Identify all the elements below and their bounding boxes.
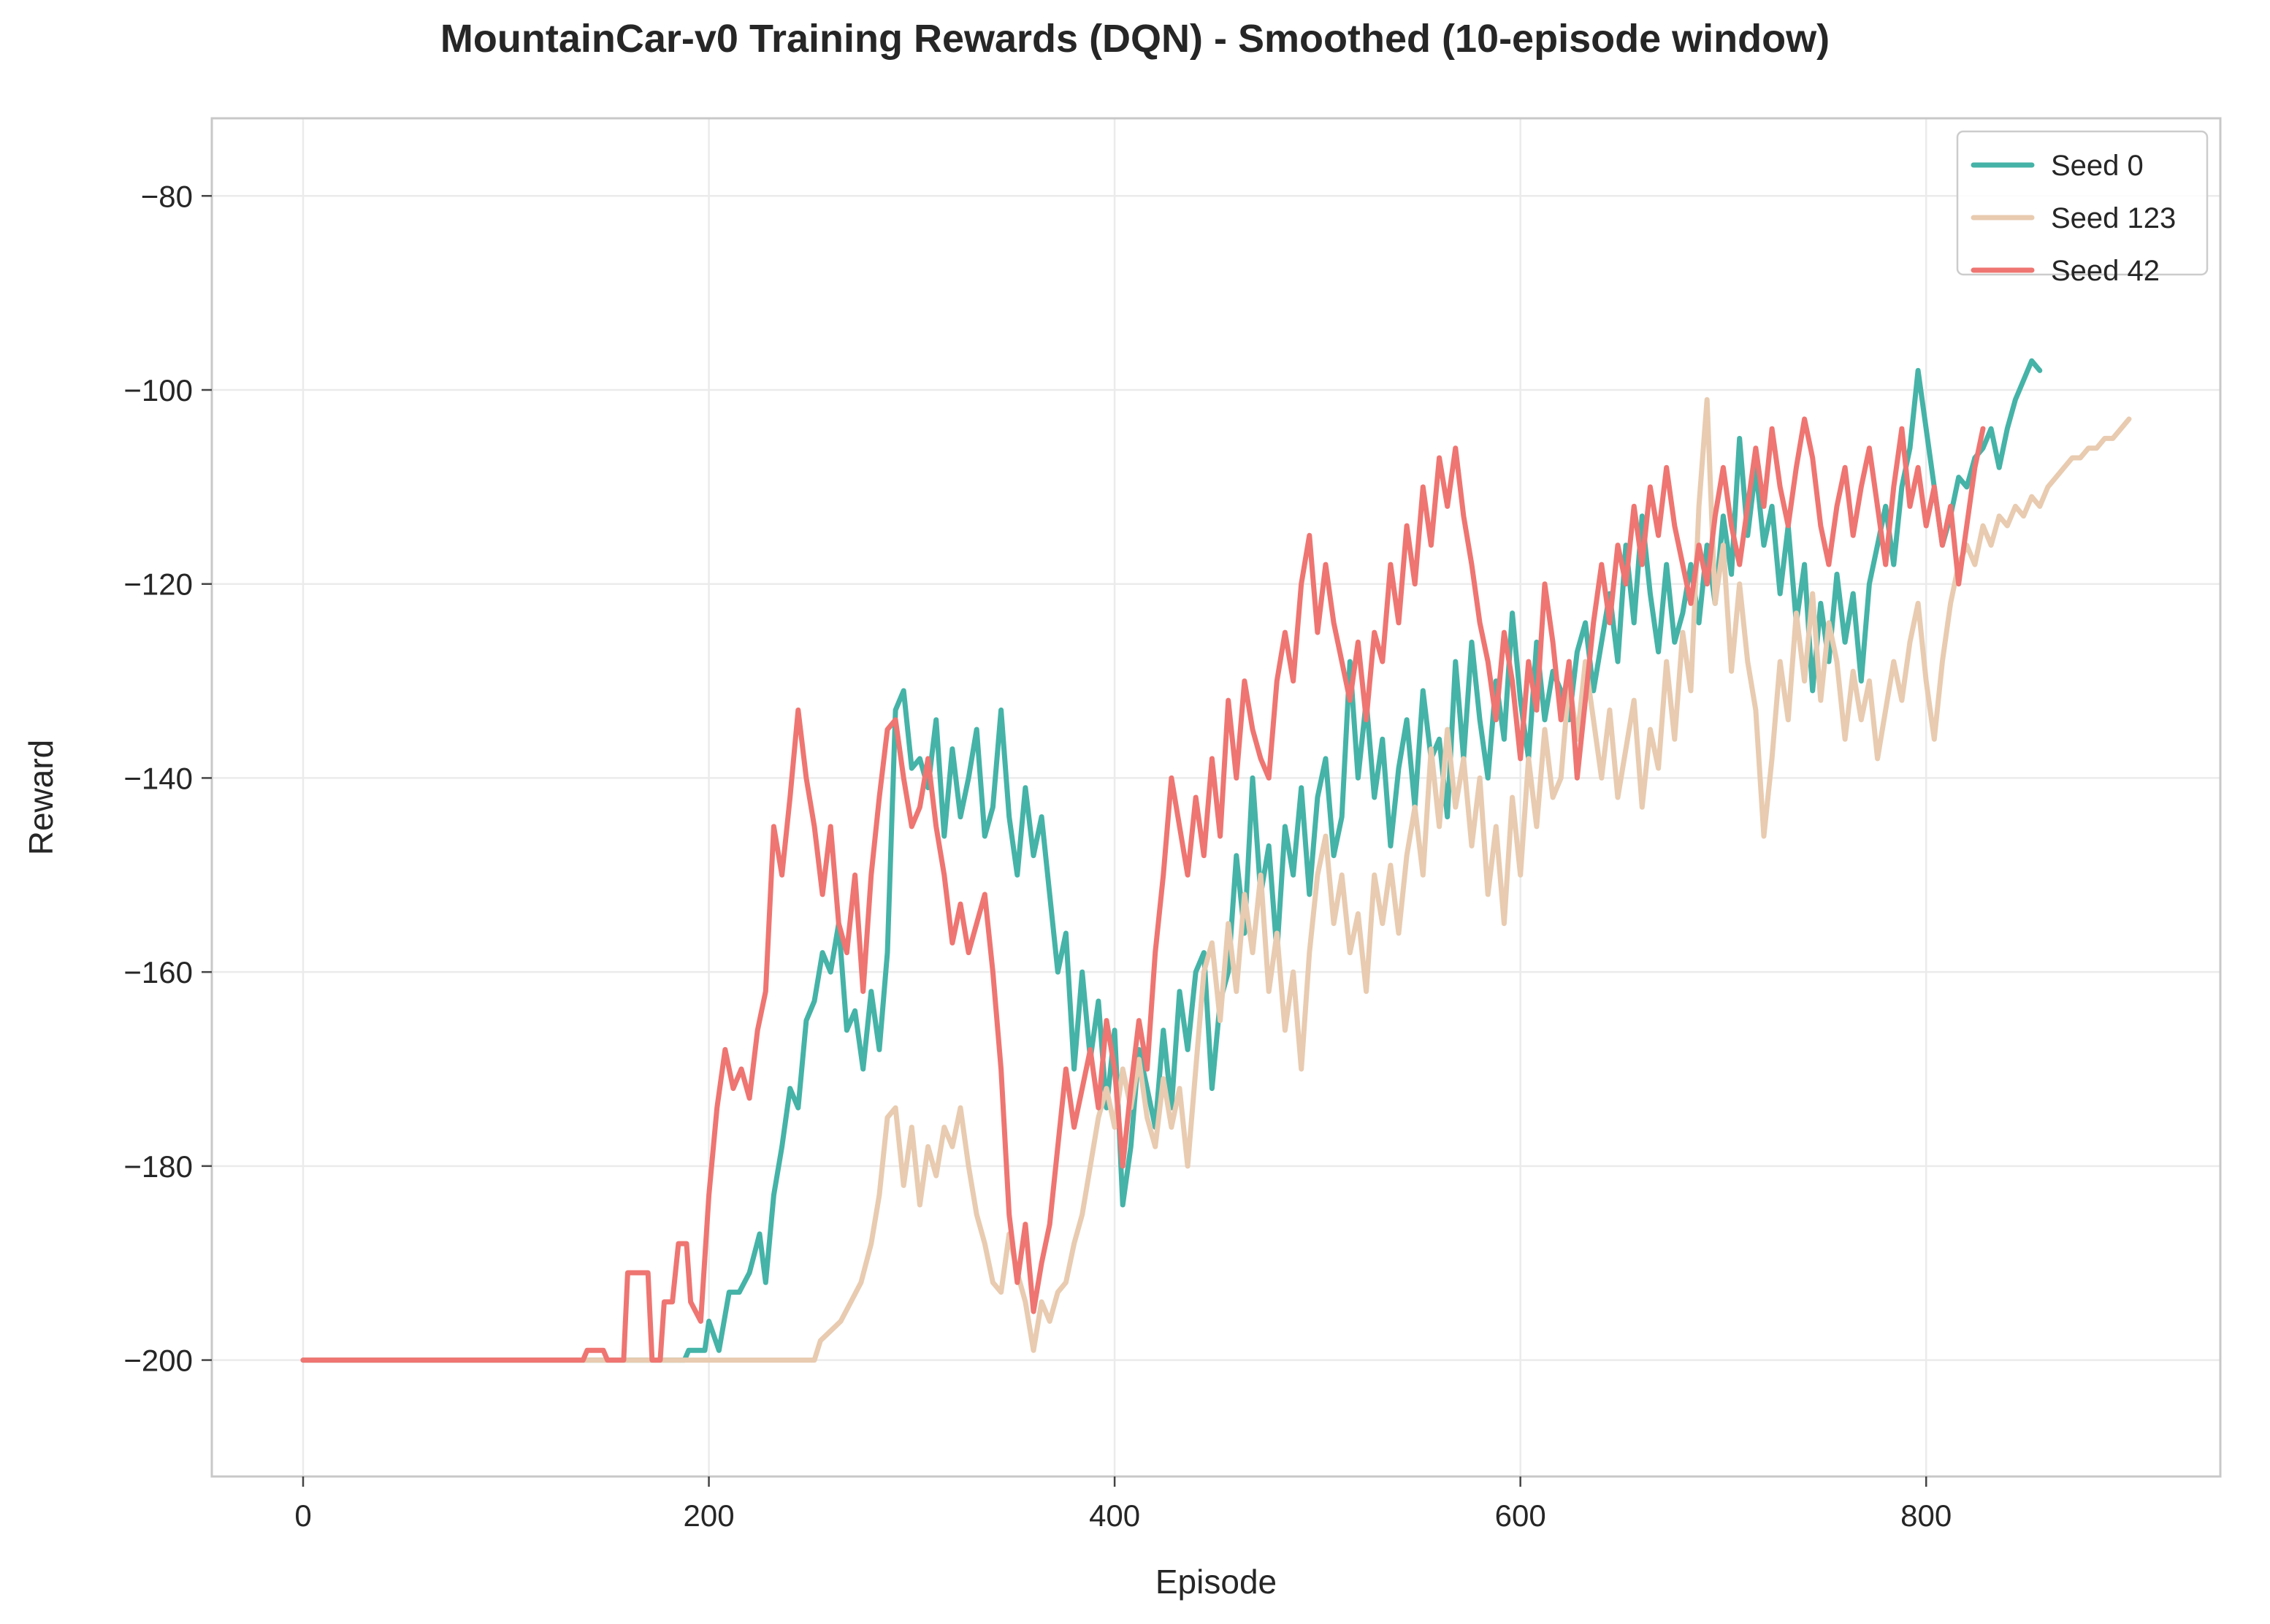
series-line-1 [300,397,2132,1363]
x-tick-label: 800 [1900,1498,1952,1533]
x-tick-label: 200 [684,1498,735,1533]
x-tick-label: 600 [1495,1498,1546,1533]
y-tick-label: −200 [123,1344,193,1378]
series-layer [300,358,2132,1363]
plot-frame [210,117,2222,1478]
x-tick-label: 400 [1089,1498,1140,1533]
x-tick-label: 0 [294,1498,311,1533]
y-tick-label: −140 [123,761,193,795]
series-line-0 [300,358,2043,1363]
tick-layer: 0 200 400 600 800 −80 −100 −120 −140 −160 −180 −200 [123,179,1952,1533]
x-axis-label: Episode [1155,1563,1277,1601]
legend-label: Seed 0 [2051,150,2144,182]
chart-title: MountainCar-v0 Training Rewards (DQN) - … [440,17,1830,61]
y-tick-label: −160 [123,955,193,989]
y-tick-label: −120 [123,567,193,602]
series-line-2 [300,416,1986,1363]
legend-label: Seed 123 [2051,202,2176,234]
legend-label: Seed 42 [2051,255,2160,287]
legend: Seed 0 Seed 123 Seed 42 [1956,130,2209,287]
y-axis-label: Reward [22,740,60,856]
y-tick-label: −100 [123,373,193,407]
y-tick-label: −80 [141,179,193,213]
y-tick-label: −180 [123,1149,193,1184]
